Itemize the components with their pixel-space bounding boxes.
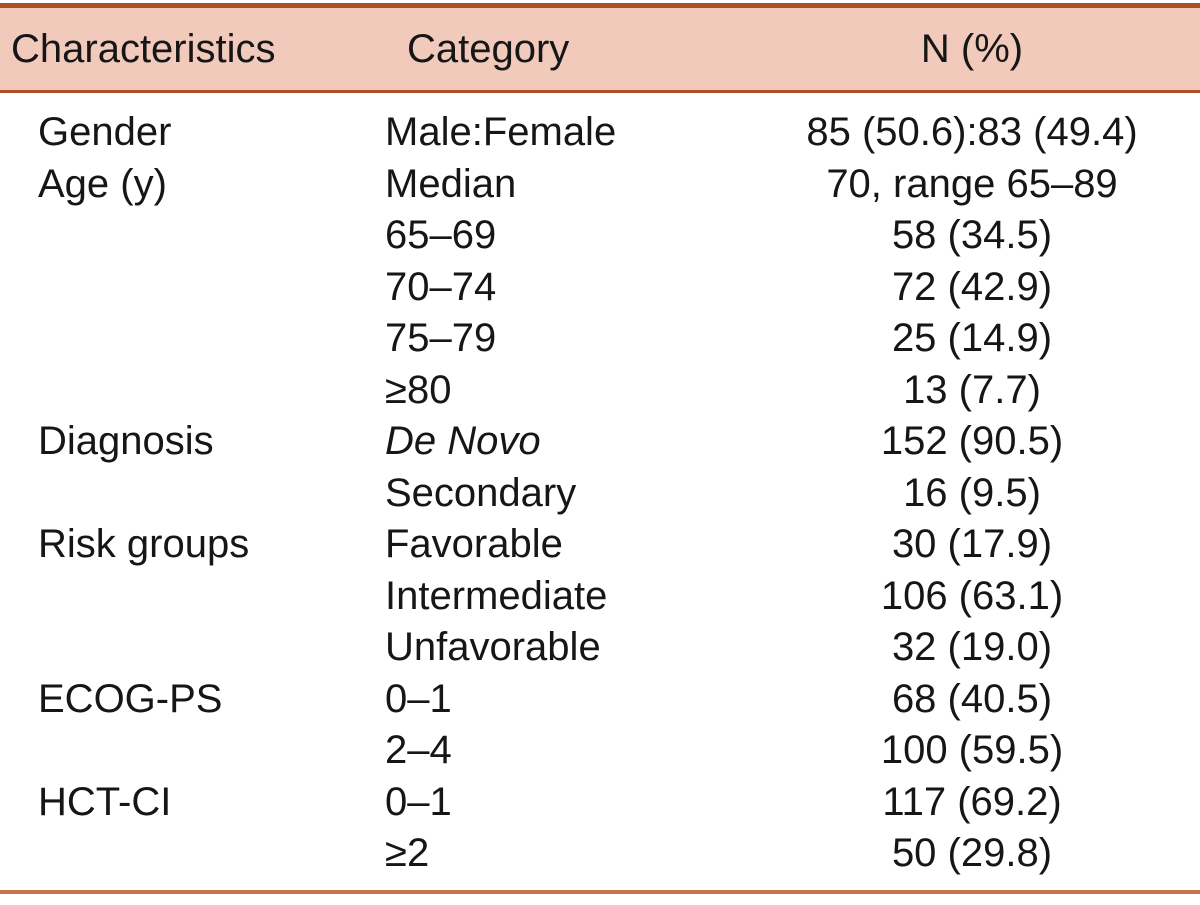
value-cell: 68 (40.5) — [891, 676, 1053, 721]
table-row: ECOG-PS 0–1 68 (40.5) — [0, 674, 1200, 726]
table-row: Intermediate 106 (63.1) — [0, 571, 1200, 623]
table-row: 65–69 58 (34.5) — [0, 210, 1200, 262]
value-cell: 16 (9.5) — [903, 470, 1041, 515]
characteristic-cell: HCT-CI — [38, 779, 172, 824]
value-cell: 106 (63.1) — [880, 573, 1064, 618]
value-cell: 13 (7.7) — [903, 367, 1041, 412]
table-row: Unfavorable 32 (19.0) — [0, 622, 1200, 674]
category-cell: 0–1 — [385, 676, 452, 721]
characteristic-cell: ECOG-PS — [38, 676, 223, 721]
category-cell: 0–1 — [385, 779, 452, 824]
category-cell: Favorable — [385, 522, 563, 567]
header-characteristics: Characteristics — [11, 26, 276, 71]
table-body: Gender Male:Female 85 (50.6):83 (49.4) Age … — [0, 93, 1200, 894]
table-row: 2–4 100 (59.5) — [0, 725, 1200, 777]
value-cell: 30 (17.9) — [891, 522, 1053, 567]
characteristic-cell: Risk groups — [38, 522, 250, 567]
table-row: HCT-CI 0–1 117 (69.2) — [0, 777, 1200, 829]
table-row: 75–79 25 (14.9) — [0, 313, 1200, 365]
category-cell: 2–4 — [385, 728, 452, 773]
table-row: Diagnosis De Novo 152 (90.5) — [0, 416, 1200, 468]
value-cell: 25 (14.9) — [891, 316, 1053, 361]
table-header-row: Characteristics Category N (%) — [0, 3, 1200, 93]
category-cell: Male:Female — [385, 110, 617, 155]
header-category: Category — [407, 26, 570, 71]
category-cell: 65–69 — [385, 213, 497, 258]
header-n-percent: N (%) — [920, 26, 1024, 71]
category-cell: Unfavorable — [385, 625, 601, 670]
table-row: 70–74 72 (42.9) — [0, 262, 1200, 314]
category-cell: ≥80 — [385, 367, 452, 412]
table-row: Risk groups Favorable 30 (17.9) — [0, 519, 1200, 571]
value-cell: 50 (29.8) — [891, 831, 1053, 876]
category-cell: ≥2 — [385, 831, 430, 876]
table-row: Age (y) Median 70, range 65–89 — [0, 159, 1200, 211]
category-cell: Secondary — [385, 470, 577, 515]
value-cell: 58 (34.5) — [891, 213, 1053, 258]
value-cell: 32 (19.0) — [891, 625, 1053, 670]
category-cell: 75–79 — [385, 316, 497, 361]
characteristic-cell: Gender — [38, 110, 172, 155]
table-row: ≥80 13 (7.7) — [0, 365, 1200, 417]
value-cell: 152 (90.5) — [880, 419, 1064, 464]
patient-characteristics-table: Characteristics Category N (%) Gender Mal… — [0, 3, 1200, 894]
value-cell: 72 (42.9) — [891, 264, 1053, 309]
table-row: ≥2 50 (29.8) — [0, 828, 1200, 880]
category-cell: 70–74 — [385, 264, 497, 309]
table-row: Gender Male:Female 85 (50.6):83 (49.4) — [0, 107, 1200, 159]
value-cell: 70, range 65–89 — [826, 161, 1118, 206]
value-cell: 117 (69.2) — [882, 779, 1062, 824]
value-cell: 85 (50.6):83 (49.4) — [806, 110, 1138, 155]
category-cell: Intermediate — [385, 573, 608, 618]
table-row: Secondary 16 (9.5) — [0, 468, 1200, 520]
characteristic-cell: Age (y) — [38, 161, 167, 206]
characteristic-cell: Diagnosis — [38, 419, 214, 464]
category-cell: Median — [385, 161, 517, 206]
category-cell: De Novo — [385, 419, 541, 464]
value-cell: 100 (59.5) — [880, 728, 1064, 773]
